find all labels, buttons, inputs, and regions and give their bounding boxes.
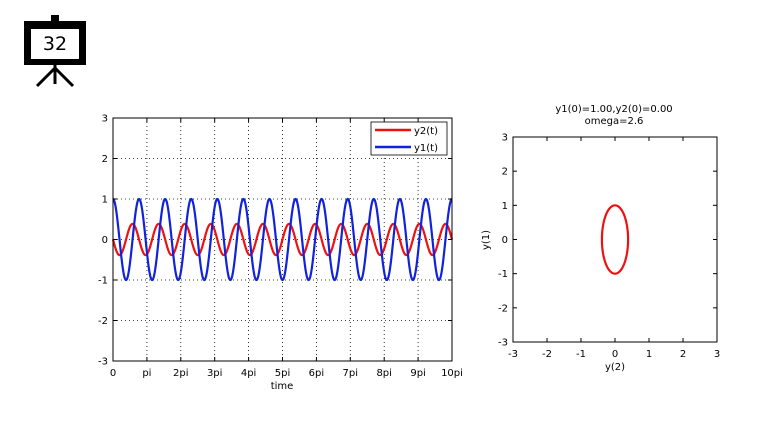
time-x-tick-label: 5pi xyxy=(275,368,291,379)
legend: y2(t) y1(t) xyxy=(370,121,448,156)
phase-y-tick-label: 2 xyxy=(502,167,508,178)
time-x-tick-label: pi xyxy=(142,368,151,379)
time-series-plot: 0 pi 2pi 3pi 4pi 5pi 6pi 7pi 8pi 9pi 10pi -3 -2 -1 0 1 2… xyxy=(98,114,463,393)
phase-trajectory xyxy=(600,204,630,275)
phase-y-tick-label: -1 xyxy=(498,269,508,280)
phase-y-tick-label: 3 xyxy=(502,133,508,144)
time-y-tick-label: -3 xyxy=(98,357,108,368)
time-x-tick-label: 4pi xyxy=(241,368,257,379)
series-line-y1t xyxy=(112,197,453,282)
phase-ylabel: y(1) xyxy=(481,230,492,250)
phase-x-tick-label: -1 xyxy=(576,349,586,360)
time-x-tick-label: 8pi xyxy=(376,368,392,379)
phase-xlabel: y(2) xyxy=(605,362,625,373)
time-y-tick-label: 1 xyxy=(102,195,108,206)
projector-screen-icon xyxy=(24,15,86,88)
time-y-tick-label: 0 xyxy=(102,235,108,246)
phase-plot-title: y1(0)=1.00,y2(0)=0.00 xyxy=(555,104,672,115)
legend-label-y1: y1(t) xyxy=(414,143,438,154)
time-y-tick-label: -2 xyxy=(98,316,108,327)
phase-y-tick-label: 0 xyxy=(502,235,508,246)
legend-label-y2: y2(t) xyxy=(414,126,438,137)
phase-y-tick-label: -2 xyxy=(498,303,508,314)
time-y-tick-label: -1 xyxy=(98,276,108,287)
slide-number: 32 xyxy=(42,33,68,55)
phase-plot-subtitle: omega=2.6 xyxy=(585,116,644,127)
time-x-tick-label: 6pi xyxy=(309,368,325,379)
phase-x-tick-label: 0 xyxy=(612,349,618,360)
phase-y-tick-label: -3 xyxy=(498,338,508,349)
phase-x-tick-label: -2 xyxy=(542,349,552,360)
time-y-tick-label: 2 xyxy=(102,154,108,165)
phase-x-tick-label: 1 xyxy=(646,349,652,360)
time-x-tick-label: 0 xyxy=(110,368,116,379)
phase-x-tick-label: 2 xyxy=(680,349,686,360)
time-series-xlabel: time xyxy=(271,381,294,392)
time-x-tick-label: 7pi xyxy=(343,368,359,379)
time-y-tick-label: 3 xyxy=(102,114,108,125)
legend-box xyxy=(370,121,448,156)
time-x-tick-label: 10pi xyxy=(441,368,463,379)
time-x-tick-label: 2pi xyxy=(173,368,189,379)
time-x-tick-label: 3pi xyxy=(207,368,223,379)
phase-plot: y1(0)=1.00,y2(0)=0.00 omega=2.6 -3 -2 -1 0 1… xyxy=(481,104,720,373)
phase-y-tick-label: 1 xyxy=(502,201,508,212)
phase-x-tick-label: 3 xyxy=(714,349,720,360)
phase-axes-box xyxy=(512,136,718,343)
time-x-tick-label: 9pi xyxy=(410,368,426,379)
phase-x-tick-label: -3 xyxy=(508,349,518,360)
